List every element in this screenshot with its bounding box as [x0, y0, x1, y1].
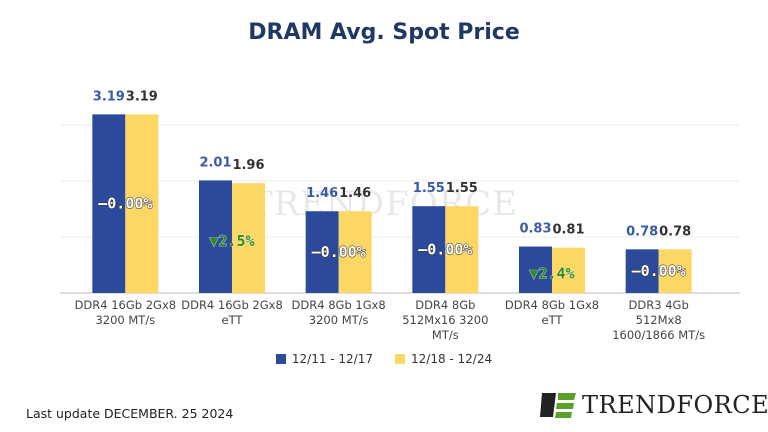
legend-swatch	[395, 354, 405, 364]
change-label: –0.00%	[632, 262, 686, 280]
data-label: 0.83	[519, 222, 551, 237]
bar	[445, 206, 479, 293]
data-label: 1.96	[232, 158, 264, 173]
legend-item: 12/18 - 12/24	[395, 352, 492, 366]
category-label: DDR4 8Gb 512Mx16 3200 MT/s	[402, 298, 489, 342]
category-label: DDR4 16Gb 2Gx8 eTT	[181, 298, 283, 327]
last-update-text: Last update DECEMBER. 25 2024	[26, 406, 234, 421]
data-label: 2.01	[199, 155, 231, 170]
legend-item: 12/11 - 12/17	[275, 352, 373, 366]
data-label: 0.78	[626, 224, 658, 239]
bar	[625, 249, 659, 293]
legend: 12/11 - 12/17 12/18 - 12/24	[0, 352, 768, 366]
data-label: 3.19	[126, 89, 158, 104]
data-label: 0.81	[552, 223, 584, 238]
category-label: DDR4 8Gb 1Gx8 eTT	[504, 298, 600, 327]
bar	[92, 114, 126, 293]
data-label: 0.78	[659, 224, 691, 239]
bar	[199, 180, 232, 293]
bar	[519, 246, 552, 293]
bar	[412, 206, 446, 293]
data-label: 1.55	[413, 181, 445, 196]
trendforce-logo-icon	[540, 393, 576, 418]
bar	[125, 114, 159, 293]
brand-logo: TRENDFORCE	[540, 390, 768, 420]
legend-swatch	[275, 354, 286, 364]
bar	[338, 211, 372, 293]
change-label: ▼2.4%	[529, 264, 574, 282]
bar	[658, 249, 692, 293]
bar	[552, 247, 585, 293]
data-label: 1.46	[339, 186, 371, 201]
data-label: 1.55	[446, 181, 478, 196]
legend-label: 12/11 - 12/17	[291, 352, 373, 366]
chart-title: DRAM Avg. Spot Price	[248, 20, 520, 45]
change-label: –0.00%	[98, 195, 152, 213]
brand-name: TRENDFORCE	[582, 391, 768, 419]
bar	[305, 211, 339, 293]
data-label: 1.46	[306, 186, 338, 201]
legend-label: 12/18 - 12/24	[411, 352, 493, 366]
change-label: –0.00%	[418, 241, 472, 259]
bar	[232, 183, 265, 293]
change-label: –0.00%	[312, 243, 366, 261]
category-label: DDR4 8Gb 1Gx8 3200 MT/s	[291, 298, 386, 327]
data-label: 3.19	[93, 89, 125, 104]
category-label: DDR4 16Gb 2Gx8 3200 MT/s	[74, 298, 177, 327]
change-label: ▼2.5%	[209, 232, 254, 250]
category-label: DDR3 4Gb 512Mx8 1600/1866 MT/s	[612, 298, 706, 342]
